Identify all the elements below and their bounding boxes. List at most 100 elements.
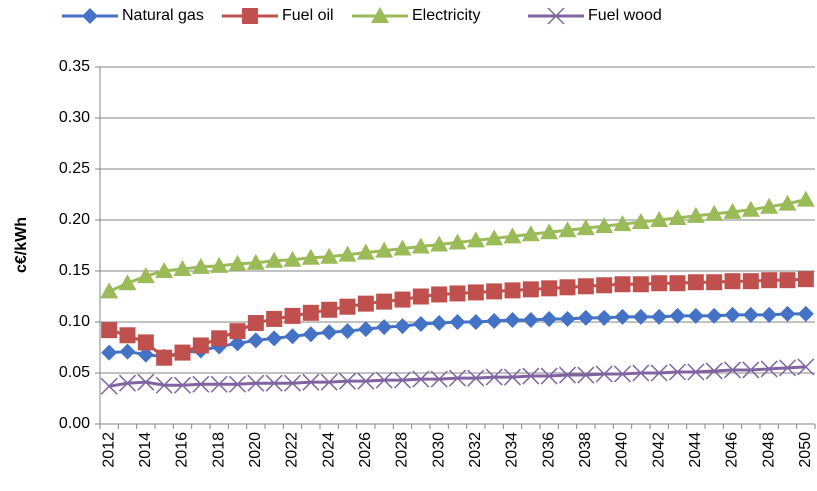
y-tick-label: 0.00 xyxy=(59,415,90,432)
marker xyxy=(376,293,393,310)
marker xyxy=(796,190,815,207)
x-tick-label: 2020 xyxy=(247,432,264,468)
marker xyxy=(558,221,577,238)
marker xyxy=(192,375,210,393)
marker xyxy=(339,298,356,315)
marker xyxy=(283,374,302,392)
marker xyxy=(651,275,668,292)
marker xyxy=(669,307,686,324)
marker xyxy=(503,227,522,244)
marker xyxy=(650,211,669,227)
marker xyxy=(797,358,815,376)
marker xyxy=(228,375,247,393)
marker xyxy=(576,219,595,236)
marker xyxy=(614,276,631,293)
x-tick-label: 2014 xyxy=(137,432,154,468)
marker xyxy=(301,248,320,265)
marker xyxy=(191,257,210,274)
marker xyxy=(547,7,565,25)
marker xyxy=(668,208,687,225)
y-tick-label: 0.30 xyxy=(59,109,90,126)
marker xyxy=(173,376,192,394)
x-tick-label: 2032 xyxy=(467,432,484,468)
marker xyxy=(431,315,448,332)
marker xyxy=(486,283,503,300)
marker xyxy=(228,254,247,271)
marker xyxy=(486,312,503,329)
marker xyxy=(741,200,760,217)
marker xyxy=(246,253,265,270)
marker xyxy=(321,324,338,341)
marker xyxy=(119,327,136,344)
y-tick-label: 0.20 xyxy=(59,211,90,228)
marker xyxy=(467,314,484,330)
marker xyxy=(521,225,540,242)
marker xyxy=(430,235,449,252)
marker xyxy=(302,304,319,321)
marker xyxy=(338,245,357,262)
x-tick-label: 2018 xyxy=(210,432,227,468)
marker xyxy=(173,259,192,276)
marker xyxy=(448,233,467,250)
marker xyxy=(449,314,466,330)
marker xyxy=(356,243,375,260)
marker xyxy=(778,359,797,377)
marker xyxy=(504,311,521,328)
marker xyxy=(613,365,632,383)
marker xyxy=(412,370,430,388)
marker xyxy=(247,315,264,332)
marker xyxy=(229,323,246,340)
marker xyxy=(632,364,650,382)
marker xyxy=(779,305,796,322)
marker xyxy=(687,363,705,381)
marker xyxy=(266,310,283,327)
marker xyxy=(265,251,284,268)
marker xyxy=(210,256,229,273)
marker xyxy=(266,330,283,347)
marker xyxy=(668,363,687,381)
marker xyxy=(577,309,594,326)
marker xyxy=(706,274,723,291)
marker xyxy=(394,291,411,308)
marker xyxy=(448,369,467,387)
marker xyxy=(723,202,742,219)
legend-label: Electricity xyxy=(412,7,480,24)
x-tick-label: 2040 xyxy=(614,432,631,468)
marker xyxy=(119,343,136,360)
marker xyxy=(357,295,374,312)
marker xyxy=(687,274,704,291)
y-tick-label: 0.15 xyxy=(59,262,90,279)
marker xyxy=(375,371,393,389)
marker xyxy=(778,194,797,211)
marker xyxy=(284,307,301,324)
x-tick-label: 2042 xyxy=(650,432,667,468)
marker xyxy=(467,369,485,387)
marker xyxy=(631,213,650,230)
marker xyxy=(613,215,632,232)
marker xyxy=(82,8,98,24)
marker xyxy=(650,364,668,382)
marker xyxy=(614,308,631,325)
marker xyxy=(431,286,448,303)
x-tick-label: 2038 xyxy=(577,432,594,468)
marker xyxy=(211,330,228,347)
marker xyxy=(577,366,595,384)
marker xyxy=(742,361,760,379)
marker xyxy=(761,272,778,289)
marker xyxy=(686,206,705,223)
marker xyxy=(338,372,357,390)
y-tick-label: 0.25 xyxy=(59,160,90,177)
legend-label: Fuel wood xyxy=(588,7,662,24)
marker xyxy=(155,262,174,278)
marker xyxy=(485,229,504,246)
marker xyxy=(137,334,154,351)
marker xyxy=(742,306,759,323)
marker xyxy=(265,374,283,392)
marker xyxy=(723,361,742,379)
x-tick-label: 2026 xyxy=(357,432,374,468)
marker xyxy=(247,374,265,392)
x-tick-label: 2030 xyxy=(430,432,447,468)
x-tick-label: 2024 xyxy=(320,432,337,468)
marker xyxy=(724,306,741,323)
marker xyxy=(393,239,412,256)
